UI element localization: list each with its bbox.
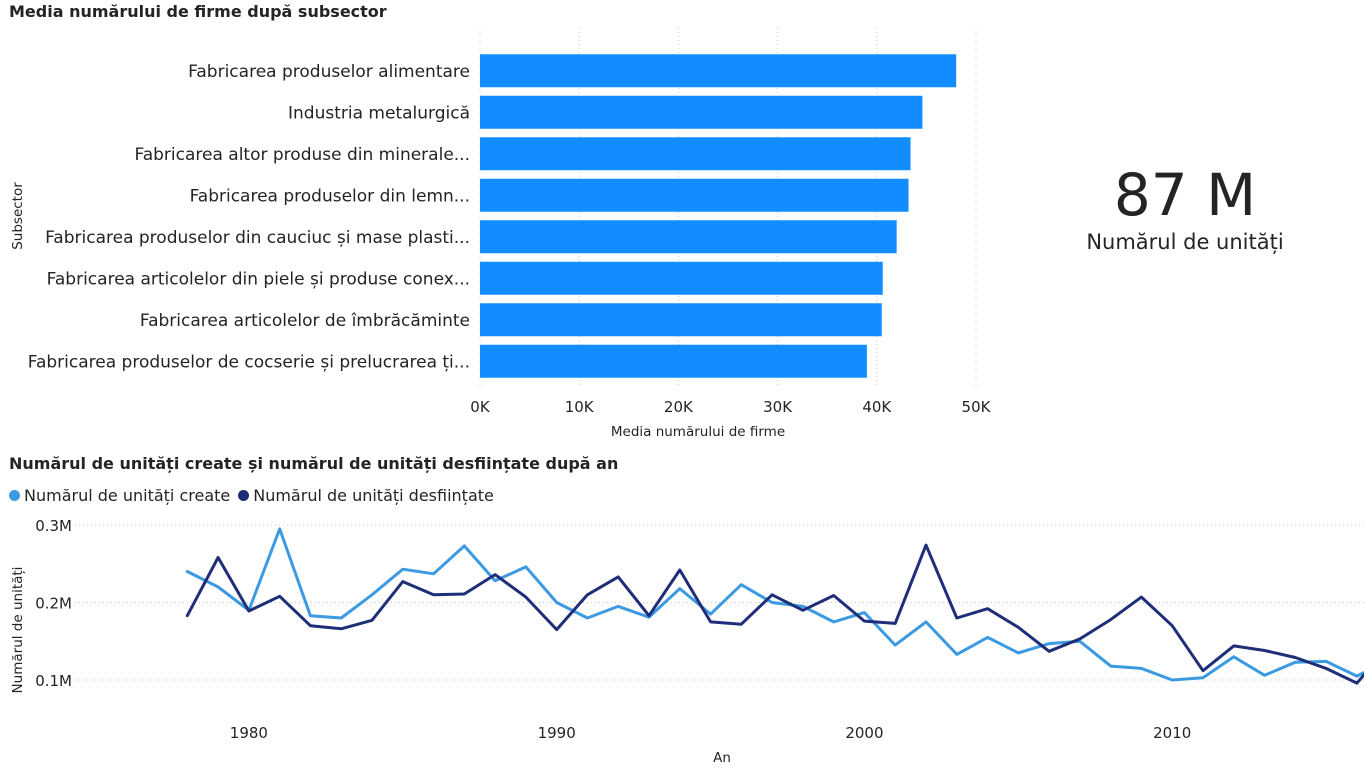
line-chart-title: Numărul de unități create și numărul de … bbox=[9, 454, 619, 473]
category-label: Fabricarea produselor alimentare bbox=[188, 62, 470, 82]
category-label: Fabricarea produselor din lemn... bbox=[190, 186, 470, 206]
x-tick-label: 50K bbox=[962, 398, 992, 416]
bar-chart-title: Media numărului de firme după subsector bbox=[9, 2, 387, 21]
category-label: Fabricarea articolelor de îmbrăcăminte bbox=[140, 311, 470, 331]
x-axis-title: Media numărului de firme bbox=[611, 424, 785, 440]
x-tick-label: 20K bbox=[664, 398, 694, 416]
x-tick-label: 10K bbox=[565, 398, 595, 416]
x-tick-label: 1990 bbox=[538, 724, 576, 742]
series-line bbox=[185, 543, 1364, 685]
y-tick-label: 0.3M bbox=[35, 517, 72, 535]
x-tick-label: 2000 bbox=[845, 724, 883, 742]
bar-chart: 0K 10K 20K 30K 40K 50K Fabricarea produselor a… bbox=[10, 28, 992, 440]
x-tick-label: 40K bbox=[862, 398, 892, 416]
category-label: Fabricarea produselor de cocserie și pre… bbox=[28, 352, 470, 372]
x-axis-title: An bbox=[713, 750, 731, 766]
bar bbox=[480, 178, 909, 212]
line-chart: 0.1M0.2M0.3M19801990200020102020AnNumăru… bbox=[10, 517, 1364, 766]
series-line bbox=[185, 527, 1364, 682]
legend-label-created: Numărul de unități create bbox=[24, 486, 231, 505]
category-label: Fabricarea altor produse din minerale... bbox=[134, 145, 470, 165]
x-tick-label: 2010 bbox=[1153, 724, 1191, 742]
category-label: Fabricarea articolelor din piele și prod… bbox=[47, 269, 470, 289]
legend-dot-created bbox=[9, 490, 20, 501]
bar bbox=[480, 95, 923, 129]
kpi-card: 87 M Numărul de unități bbox=[1040, 160, 1330, 254]
bar bbox=[480, 137, 911, 171]
y-axis-title: Subsector bbox=[10, 182, 26, 250]
y-axis-title: Numărul de unități bbox=[10, 567, 26, 694]
bar bbox=[480, 220, 897, 254]
x-tick-label: 0K bbox=[470, 398, 491, 416]
legend-label-closed: Numărul de unități desființate bbox=[253, 486, 494, 505]
line-legend[interactable]: Numărul de unități create Numărul de uni… bbox=[9, 486, 502, 505]
kpi-label: Numărul de unități bbox=[1086, 230, 1284, 254]
kpi-value: 87 M bbox=[1113, 161, 1257, 229]
legend-item-created[interactable]: Numărul de unități create bbox=[9, 486, 230, 505]
bar bbox=[480, 54, 957, 88]
legend-item-closed[interactable]: Numărul de unități desființate bbox=[238, 486, 494, 505]
bar bbox=[480, 303, 882, 337]
bar bbox=[480, 344, 867, 378]
y-tick-label: 0.2M bbox=[35, 595, 72, 613]
x-tick-label: 30K bbox=[763, 398, 793, 416]
category-label: Industria metalurgică bbox=[288, 103, 470, 123]
y-tick-label: 0.1M bbox=[35, 672, 72, 690]
category-label: Fabricarea produselor din cauciuc și mas… bbox=[45, 228, 470, 248]
bar bbox=[480, 261, 883, 295]
x-tick-label: 1980 bbox=[230, 724, 268, 742]
legend-dot-closed bbox=[238, 490, 250, 501]
